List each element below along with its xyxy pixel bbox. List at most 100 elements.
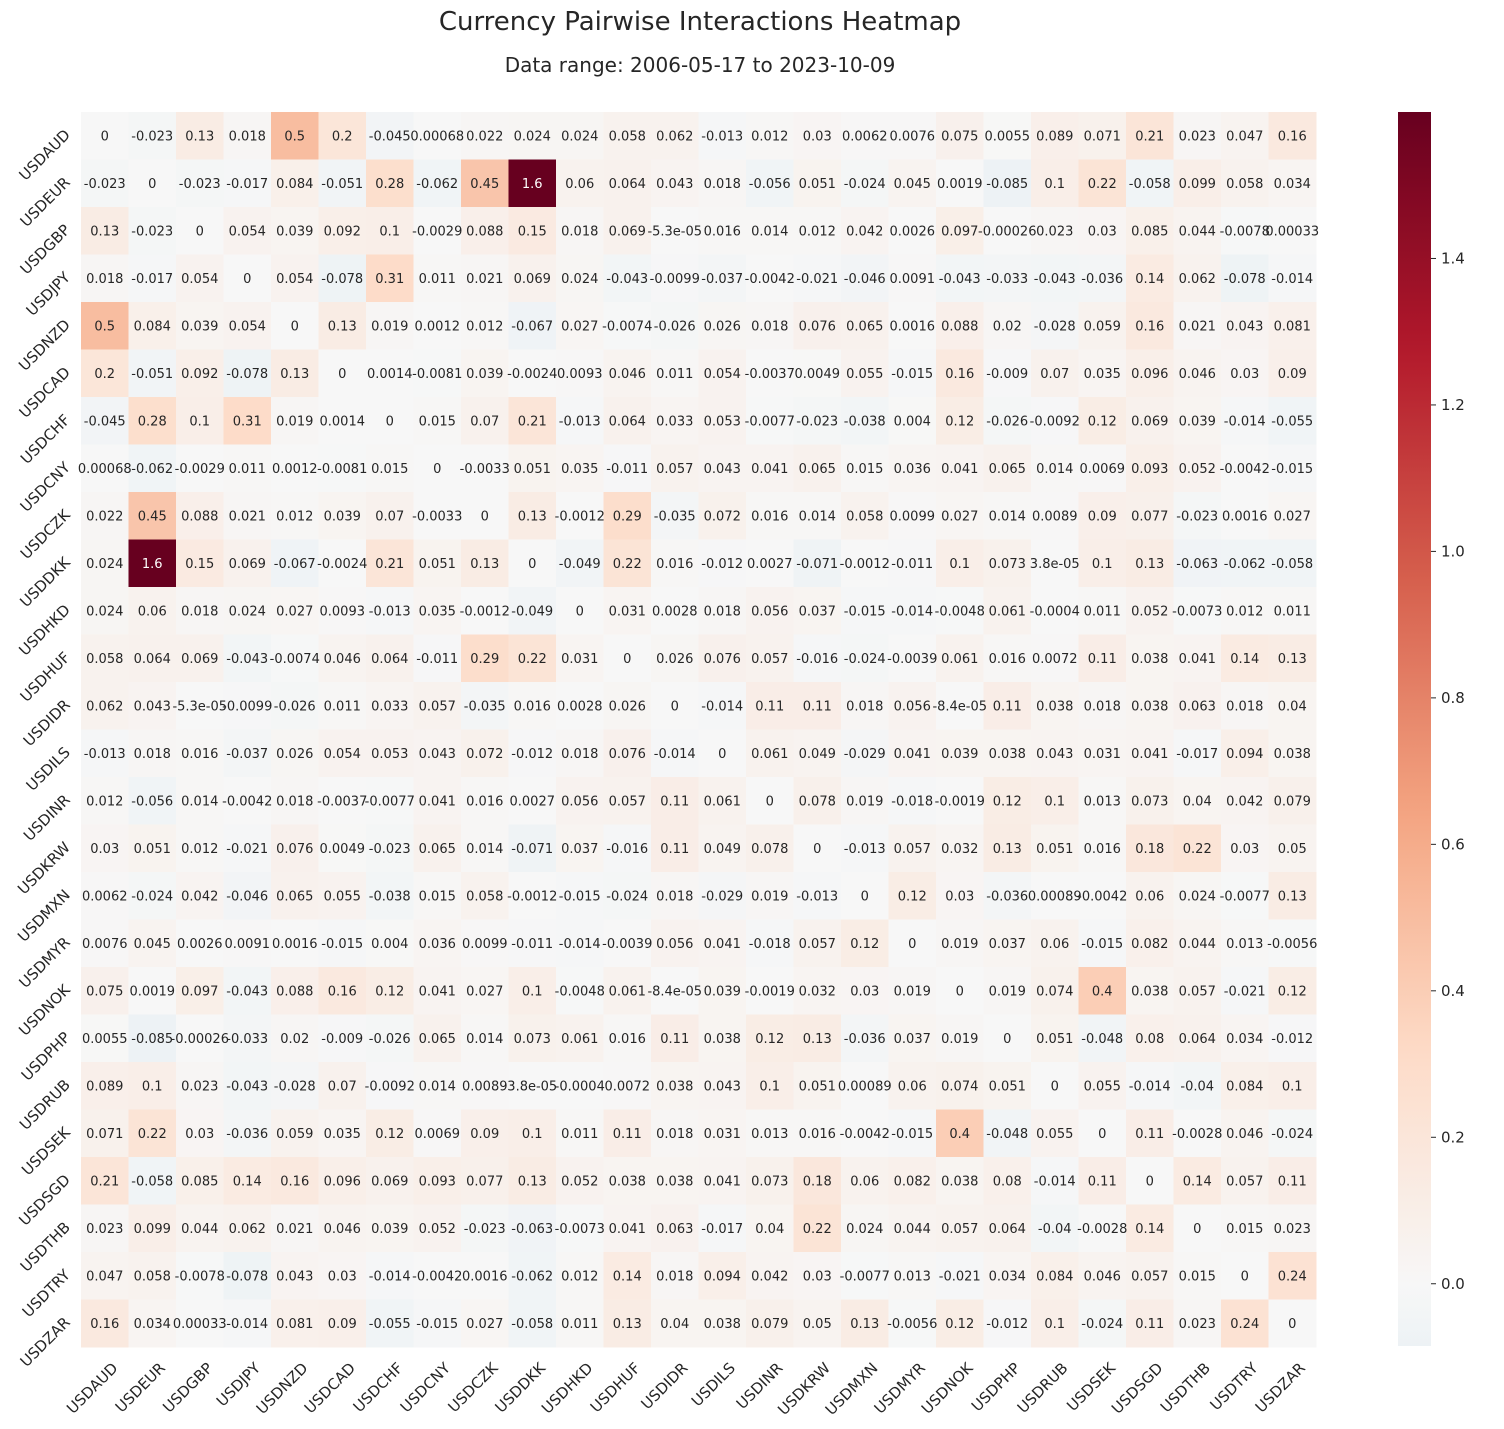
cell-value-label: -0.0042 bbox=[1077, 889, 1127, 904]
heatmap-cell bbox=[413, 492, 462, 540]
heatmap-cell bbox=[1126, 349, 1174, 398]
heatmap-cell bbox=[223, 1299, 272, 1348]
cell-value-label: -0.0042 bbox=[840, 1127, 890, 1142]
heatmap-cell bbox=[1126, 112, 1174, 160]
heatmap-cell bbox=[888, 349, 937, 398]
heatmap-cell bbox=[1078, 919, 1127, 968]
cell-value-label: 0.08 bbox=[993, 1174, 1022, 1189]
cell-value-label: 0.09 bbox=[470, 1127, 499, 1142]
heatmap-cell bbox=[128, 112, 177, 160]
heatmap-cell bbox=[603, 349, 652, 398]
cell-value-label: 0.0016 bbox=[1222, 509, 1268, 524]
heatmap-cell bbox=[556, 444, 604, 493]
heatmap-cell bbox=[461, 1062, 509, 1110]
heatmap-cell bbox=[223, 254, 272, 303]
cell-value-label: 0.00033 bbox=[1265, 224, 1319, 239]
heatmap-cell bbox=[793, 1204, 842, 1253]
heatmap-cell bbox=[461, 207, 509, 255]
cell-value-label: 0.041 bbox=[751, 462, 788, 477]
cell-value-label: 0.031 bbox=[704, 1127, 741, 1142]
cell-value-label: 0.092 bbox=[324, 224, 361, 239]
heatmap-cell bbox=[366, 492, 414, 540]
heatmap-cell bbox=[176, 872, 224, 920]
cell-value-label: 0.22 bbox=[613, 557, 642, 572]
cell-value-label: -0.015 bbox=[1271, 462, 1313, 477]
heatmap-cell bbox=[746, 349, 794, 398]
heatmap-cell bbox=[176, 207, 224, 255]
heatmap-cell bbox=[1031, 112, 1079, 160]
cell-value-label: -0.017 bbox=[1176, 747, 1218, 762]
heatmap-cell bbox=[1221, 872, 1269, 920]
heatmap-cell bbox=[1173, 1109, 1222, 1158]
cell-value-label: 0 bbox=[861, 889, 869, 904]
heatmap-cell bbox=[698, 397, 747, 445]
x-tick-label: USDGBP bbox=[159, 1359, 216, 1416]
heatmap-cell bbox=[176, 1014, 224, 1063]
heatmap-cell bbox=[1173, 444, 1222, 493]
cell-value-label: 0.075 bbox=[941, 129, 978, 144]
cell-value-label: 0.0062 bbox=[82, 889, 128, 904]
cell-value-label: 0.012 bbox=[86, 794, 123, 809]
heatmap-cell bbox=[413, 1157, 462, 1205]
heatmap-cell bbox=[746, 159, 794, 208]
heatmap-cell bbox=[1221, 729, 1269, 778]
heatmap-cell bbox=[413, 872, 462, 920]
heatmap-cell bbox=[81, 1014, 129, 1063]
heatmap-cell bbox=[746, 397, 794, 445]
heatmap-cell bbox=[1031, 254, 1079, 303]
cell-value-label: 0.043 bbox=[276, 1269, 313, 1284]
heatmap-cell bbox=[698, 444, 747, 493]
cell-value-label: 0.1 bbox=[1044, 1317, 1065, 1332]
cell-value-label: -0.013 bbox=[796, 889, 838, 904]
cell-value-label: -0.067 bbox=[274, 557, 316, 572]
cell-value-label: 0.012 bbox=[561, 1269, 598, 1284]
cell-value-label: -0.024 bbox=[1271, 1127, 1313, 1142]
cell-value-label: 0 bbox=[481, 509, 489, 524]
heatmap-cell bbox=[508, 397, 557, 445]
cell-value-label: -0.0012 bbox=[840, 557, 890, 572]
cell-value-label: 0.049 bbox=[799, 747, 836, 762]
heatmap-cell bbox=[1221, 1252, 1269, 1300]
cell-value-label: 0.02 bbox=[280, 1032, 309, 1047]
heatmap-cell bbox=[1078, 112, 1127, 160]
heatmap-cell bbox=[1078, 777, 1127, 825]
cell-value-label: -0.0004 bbox=[1030, 604, 1080, 619]
heatmap-cell bbox=[413, 159, 462, 208]
heatmap-cell bbox=[556, 872, 604, 920]
cell-value-label: 0 bbox=[718, 747, 726, 762]
heatmap-cell bbox=[698, 1204, 747, 1253]
heatmap-cell bbox=[1268, 1299, 1317, 1348]
heatmap-cell bbox=[983, 1062, 1032, 1110]
cell-value-label: -0.024 bbox=[844, 652, 886, 667]
cell-value-label: 0.034 bbox=[1226, 1032, 1263, 1047]
cell-value-label: -0.035 bbox=[654, 509, 696, 524]
heatmap-cell bbox=[793, 634, 842, 683]
heatmap-cell bbox=[271, 397, 319, 445]
cell-value-label: 0 bbox=[433, 462, 441, 477]
cell-value-label: 0.042 bbox=[846, 224, 883, 239]
cell-value-label: 0.21 bbox=[1135, 129, 1164, 144]
heatmap-cell bbox=[556, 1109, 604, 1158]
heatmap-cell bbox=[603, 682, 652, 730]
cell-value-label: 0.28 bbox=[138, 414, 167, 429]
cell-value-label: 0.056 bbox=[656, 937, 693, 952]
cell-value-label: 0.011 bbox=[561, 1317, 598, 1332]
cell-value-label: 0.076 bbox=[609, 747, 646, 762]
heatmap-cell bbox=[983, 302, 1032, 350]
heatmap-cell bbox=[1173, 1204, 1222, 1253]
y-tick-label: USDGBP bbox=[17, 221, 74, 278]
heatmap-cell bbox=[366, 539, 414, 588]
heatmap-cell bbox=[603, 397, 652, 445]
cell-value-label: -0.038 bbox=[844, 414, 886, 429]
cell-value-label: 0.014 bbox=[799, 509, 836, 524]
heatmap-cell bbox=[1221, 444, 1269, 493]
cell-value-label: 0.074 bbox=[941, 1079, 978, 1094]
cell-value-label: 0.14 bbox=[1230, 652, 1259, 667]
cell-value-label: 0.061 bbox=[561, 1032, 598, 1047]
cell-value-label: -0.0024 bbox=[317, 557, 367, 572]
heatmap-cell bbox=[176, 254, 224, 303]
heatmap-cell bbox=[746, 112, 794, 160]
cell-value-label: 0.057 bbox=[941, 1222, 978, 1237]
heatmap-cell bbox=[1031, 302, 1079, 350]
heatmap-cell bbox=[508, 634, 557, 683]
